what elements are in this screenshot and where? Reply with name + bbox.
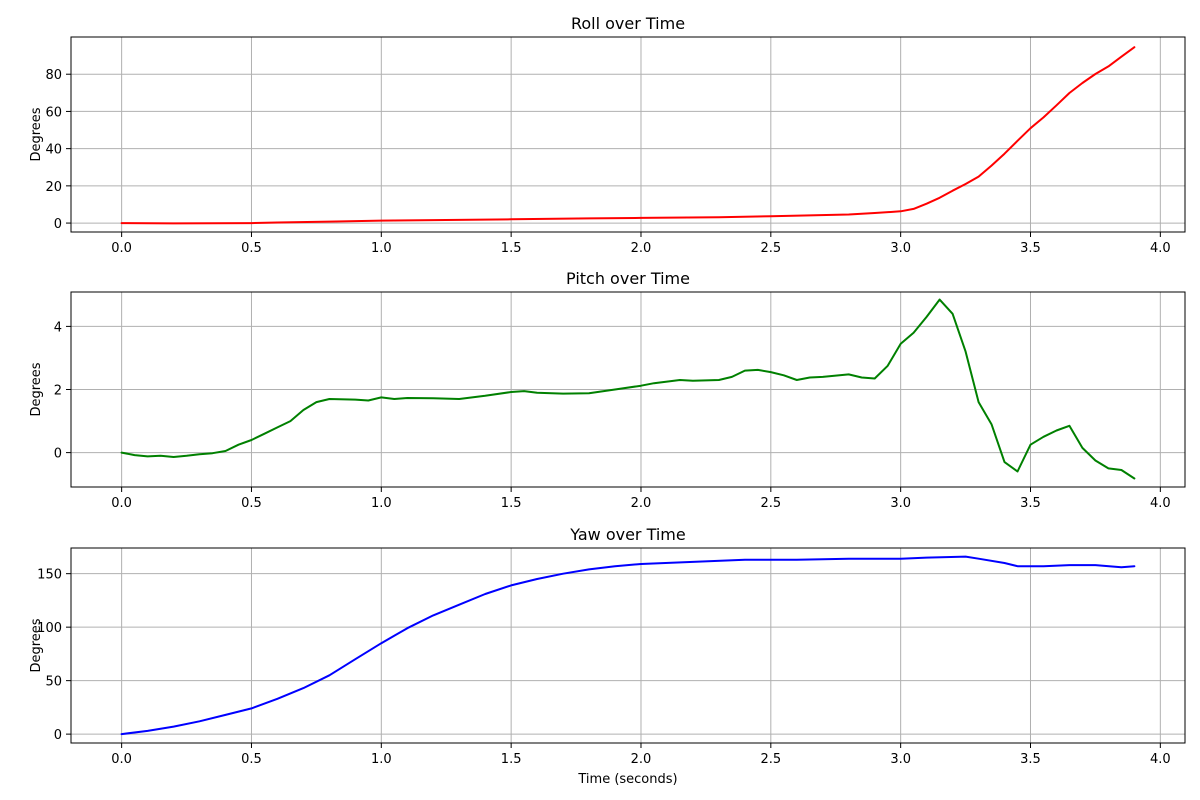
x-tick-label: 1.0	[371, 496, 392, 511]
chart-title: Roll over Time	[571, 14, 685, 33]
plot-frame	[70, 547, 1186, 744]
x-tick-label: 1.5	[501, 496, 522, 511]
x-axis-label: Time (seconds)	[577, 772, 677, 787]
x-tick-label: 2.0	[631, 241, 652, 256]
x-tick-label: 4.0	[1150, 496, 1171, 511]
x-tick-label: 1.0	[371, 752, 392, 767]
chart-title: Yaw over Time	[569, 525, 685, 544]
series-line	[120, 46, 1136, 225]
x-tick-label: 4.0	[1150, 752, 1171, 767]
y-tick-label: 0	[54, 447, 62, 462]
y-axis-label: Degrees	[29, 618, 44, 672]
x-tick-label: 0.0	[111, 752, 132, 767]
chart-panel-1: 0.0 0.5 1.0 1.5 2.0 2.5 3.0 3.5 4.0 0 20 40 60 80 Roll…	[29, 14, 1186, 256]
y-tick-label: 4	[54, 320, 62, 335]
y-tick-label: 20	[45, 180, 62, 195]
chart-title: Pitch over Time	[566, 269, 690, 288]
x-tick-label: 1.5	[501, 241, 522, 256]
x-tick-label: 3.0	[890, 496, 911, 511]
x-tick-label: 3.5	[1020, 241, 1041, 256]
x-tick-label: 3.0	[890, 752, 911, 767]
y-tick-label: 0	[54, 728, 62, 743]
x-tick-label: 1.0	[371, 241, 392, 256]
chart-panel-2: 0.0 0.5 1.0 1.5 2.0 2.5 3.0 3.5 4.0 0 2 4 Pitch over…	[29, 269, 1186, 511]
x-tick-label: 0.0	[111, 241, 132, 256]
x-tick-label: 2.5	[760, 752, 781, 767]
x-tick-label: 4.0	[1150, 241, 1171, 256]
x-tick-label: 0.5	[241, 241, 262, 256]
x-tick-label: 2.0	[631, 496, 652, 511]
y-tick-label: 80	[45, 68, 62, 83]
x-tick-label: 3.0	[890, 241, 911, 256]
x-tick-label: 3.5	[1020, 496, 1041, 511]
x-tick-label: 0.5	[241, 752, 262, 767]
x-tick-label: 3.5	[1020, 752, 1041, 767]
x-tick-label: 2.5	[760, 496, 781, 511]
x-tick-label: 1.5	[501, 752, 522, 767]
chart-panel-3: 0.0 0.5 1.0 1.5 2.0 2.5 3.0 3.5 4.0 0 50 100 150 Yaw …	[29, 525, 1186, 787]
series-line	[120, 298, 1136, 480]
plot-frame	[70, 36, 1186, 233]
y-tick-label: 0	[54, 217, 62, 232]
y-axis-label: Degrees	[29, 107, 44, 161]
y-tick-label: 40	[45, 143, 62, 158]
x-tick-label: 2.5	[760, 241, 781, 256]
y-tick-label: 60	[45, 105, 62, 120]
x-tick-label: 0.0	[111, 496, 132, 511]
y-tick-label: 2	[54, 384, 62, 399]
x-tick-label: 0.5	[241, 496, 262, 511]
y-axis-label: Degrees	[29, 362, 44, 416]
y-tick-label: 50	[45, 675, 62, 690]
x-tick-label: 2.0	[631, 752, 652, 767]
series-line	[120, 555, 1136, 736]
y-tick-label: 100	[37, 621, 62, 636]
y-tick-label: 150	[37, 568, 62, 583]
